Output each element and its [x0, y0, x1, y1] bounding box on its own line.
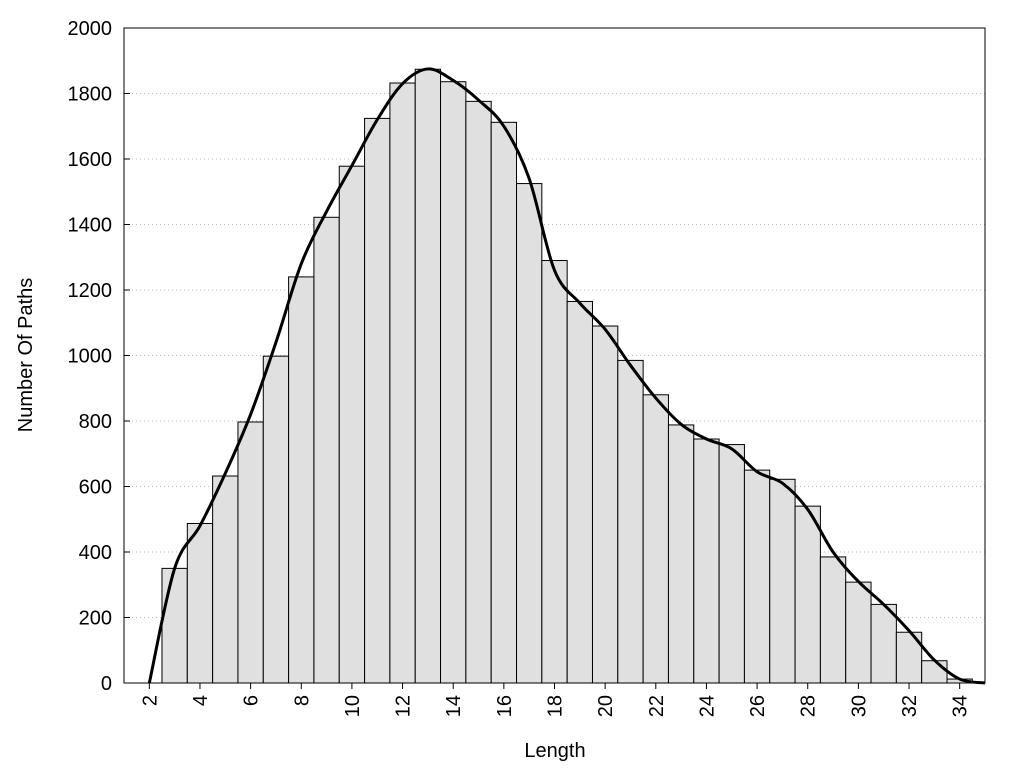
y-tick-label: 800: [79, 411, 112, 433]
bar: [465, 100, 492, 684]
smooth-line: [147, 67, 986, 685]
x-tick-label: 6: [241, 695, 263, 706]
bar: [642, 394, 669, 684]
bar: [769, 478, 796, 684]
bar: [262, 355, 290, 684]
x-tick-label: 10: [342, 695, 364, 717]
x-tick-label: 12: [393, 695, 415, 717]
y-tick-label: 400: [79, 542, 112, 564]
bar: [921, 660, 948, 684]
bar: [743, 469, 771, 684]
x-tick-label: 30: [848, 695, 870, 717]
y-tick-label: 1400: [68, 215, 113, 237]
x-tick-label: 24: [696, 695, 718, 717]
bar: [440, 81, 467, 684]
x-tick-label: 8: [291, 695, 313, 706]
y-tick-label: 1000: [68, 346, 113, 368]
x-tick-label: 32: [899, 695, 921, 717]
x-tick-label: 28: [798, 695, 820, 717]
x-tick-label: 16: [494, 695, 516, 717]
x-tick-label: 4: [190, 695, 212, 706]
y-tick-label: 1200: [68, 280, 113, 302]
bar: [237, 421, 264, 684]
bar: [591, 325, 619, 684]
bar: [212, 475, 239, 684]
bar: [693, 438, 720, 684]
x-tick-label: 14: [443, 695, 465, 717]
bar: [288, 276, 315, 684]
bar: [414, 68, 442, 684]
bar: [161, 567, 188, 684]
x-tick-label: 34: [950, 695, 972, 717]
x-tick-label: 26: [747, 695, 769, 717]
y-tick-label: 600: [79, 477, 112, 499]
y-tick-label: 2000: [68, 18, 113, 40]
bar: [819, 556, 847, 684]
plot-frame: [123, 27, 986, 684]
bar: [667, 424, 695, 684]
bar: [338, 165, 366, 684]
y-axis-label: Number Of Paths: [15, 278, 37, 433]
x-tick-label: 22: [646, 695, 668, 717]
bar: [617, 359, 644, 684]
bar: [313, 216, 340, 684]
x-axis-label: Length: [524, 740, 585, 762]
bar: [566, 300, 593, 684]
bar: [490, 121, 518, 684]
bar: [364, 117, 391, 684]
y-tick-label: 0: [101, 673, 112, 695]
bar: [516, 183, 543, 684]
bar: [794, 505, 821, 684]
bar: [186, 523, 214, 684]
bar: [541, 260, 568, 684]
bar: [845, 581, 872, 684]
bar: [870, 603, 897, 684]
x-tick-label: 20: [595, 695, 617, 717]
y-tick-label: 1800: [68, 84, 113, 106]
x-tick-label: 2: [139, 695, 161, 706]
y-tick-label: 200: [79, 608, 112, 630]
bar: [389, 82, 416, 684]
bar: [718, 444, 745, 684]
y-tick-label: 1600: [68, 149, 113, 171]
x-tick-label: 18: [545, 695, 567, 717]
